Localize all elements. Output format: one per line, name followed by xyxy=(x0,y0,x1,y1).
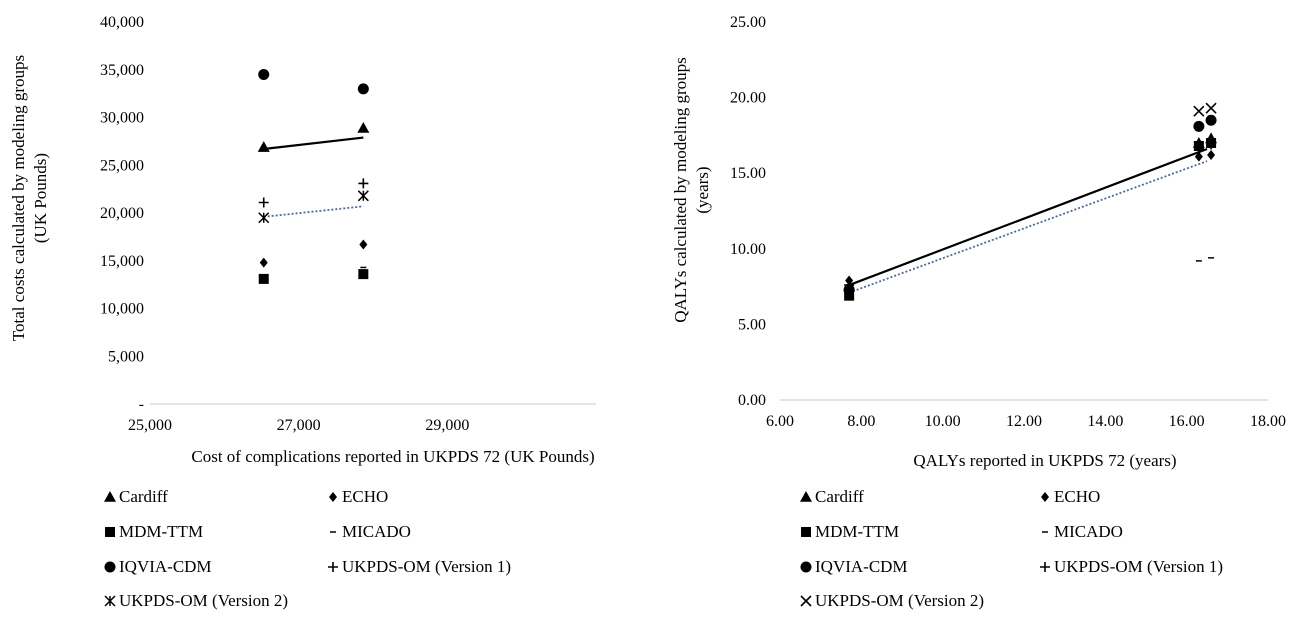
x-axis-title: QALYs reported in UKPDS 72 (years) xyxy=(913,451,1176,470)
x-tick-label: 10.00 xyxy=(925,413,961,430)
x-tick-label: 18.00 xyxy=(1250,413,1286,430)
point-ukpds-om-version-1 xyxy=(1206,139,1217,150)
y-tick-label: 10,000 xyxy=(100,301,144,318)
y-tick-label: 10.00 xyxy=(730,241,766,258)
legend-label: MICADO xyxy=(1054,522,1123,541)
trendline-solid xyxy=(263,136,364,151)
x-tick-label: 8.00 xyxy=(847,413,875,430)
legend-label: Cardiff xyxy=(815,487,864,506)
x-tick-label: 27,000 xyxy=(277,417,321,434)
point-echo xyxy=(359,239,368,250)
point-ukpds-om-version-1 xyxy=(1193,142,1204,153)
legend-label: IQVIA-CDM xyxy=(815,557,908,576)
point-iqvia-cdm xyxy=(357,83,369,95)
point-echo xyxy=(1207,150,1216,161)
y-tick-label: 25,000 xyxy=(100,157,144,174)
y-axis-title: (years) xyxy=(693,166,712,213)
x-tick-label: 6.00 xyxy=(766,413,794,430)
legend-label: Cardiff xyxy=(119,487,168,506)
legend-label: MDM-TTM xyxy=(815,522,899,541)
legend-label: MDM-TTM xyxy=(119,522,203,541)
legend-marker xyxy=(800,561,812,573)
point-ukpds-om-version-1 xyxy=(358,178,369,189)
legend-label: UKPDS-OM (Version 2) xyxy=(119,591,288,610)
point-ukpds-om-version-2 xyxy=(1205,102,1217,114)
legend-label: IQVIA-CDM xyxy=(119,557,212,576)
legend-label: UKPDS-OM (Version 1) xyxy=(342,557,511,576)
y-axis-title: (UK Pounds) xyxy=(31,153,50,243)
point-mdm-ttm xyxy=(844,290,855,301)
x-tick-label: 16.00 xyxy=(1169,413,1205,430)
trendline-dotted xyxy=(848,160,1208,294)
point-echo xyxy=(1194,151,1203,162)
x-tick-label: 25,000 xyxy=(128,417,172,434)
y-axis-title: Total costs calculated by modeling group… xyxy=(9,55,28,341)
legend-label: UKPDS-OM (Version 2) xyxy=(815,591,984,610)
y-tick-label: 35,000 xyxy=(100,62,144,79)
y-tick-label: 15.00 xyxy=(730,165,766,182)
legend-marker xyxy=(328,562,338,572)
point-ukpds-om-version-2 xyxy=(258,212,270,224)
trendline-solid xyxy=(848,147,1208,287)
legend-marker xyxy=(801,527,811,537)
y-tick-label: 5.00 xyxy=(738,316,766,333)
legend-marker xyxy=(800,491,812,502)
y-tick-label: 20,000 xyxy=(100,205,144,222)
point-ukpds-om-version-2 xyxy=(1193,105,1205,117)
legend-marker xyxy=(104,491,116,502)
x-tick-label: 14.00 xyxy=(1087,413,1123,430)
legend-marker xyxy=(1040,562,1050,572)
legend-label: ECHO xyxy=(1054,487,1100,506)
y-tick-label: 0.00 xyxy=(738,392,766,409)
y-tick-label: 5,000 xyxy=(108,348,144,365)
point-mdm-ttm xyxy=(358,269,369,280)
y-tick-label: 25.00 xyxy=(730,14,766,31)
legend-marker xyxy=(105,527,115,537)
point-iqvia-cdm xyxy=(1205,114,1217,126)
point-ukpds-om-version-1 xyxy=(258,197,269,208)
chart-total-costs: 25,000 27,000 29,000 - 5,000 10,000 15,000 20,0… xyxy=(9,14,596,610)
legend-label: UKPDS-OM (Version 1) xyxy=(1054,557,1223,576)
y-tick-label: 30,000 xyxy=(100,110,144,127)
y-tick-label: 15,000 xyxy=(100,253,144,270)
y-tick-label: 20.00 xyxy=(730,90,766,107)
legend-label: ECHO xyxy=(342,487,388,506)
trendline-dotted xyxy=(263,205,364,218)
y-tick-label: 40,000 xyxy=(100,14,144,31)
y-tick-label: - xyxy=(139,396,144,413)
x-axis-title: Cost of complications reported in UKPDS … xyxy=(191,447,594,466)
chart-qalys: 6.00 8.00 10.00 12.00 14.00 16.00 18.00 0.00 5.0… xyxy=(671,14,1286,610)
x-tick-label: 29,000 xyxy=(425,417,469,434)
x-tick-label: 12.00 xyxy=(1006,413,1042,430)
point-ukpds-om-version-2 xyxy=(357,190,369,202)
point-ukpds-om-version-1 xyxy=(844,280,855,291)
point-cardiff xyxy=(257,141,270,152)
point-cardiff xyxy=(357,122,370,133)
legend-marker xyxy=(1041,492,1049,502)
legend-label: MICADO xyxy=(342,522,411,541)
point-iqvia-cdm xyxy=(258,69,270,81)
y-axis-title: QALYs calculated by modeling groups xyxy=(671,57,690,323)
legend-marker xyxy=(104,595,116,607)
legend-marker xyxy=(329,492,337,502)
point-echo xyxy=(259,257,268,268)
legend-marker xyxy=(800,595,812,607)
point-mdm-ttm xyxy=(258,273,269,284)
point-iqvia-cdm xyxy=(1193,120,1205,132)
legend-marker xyxy=(104,561,116,573)
